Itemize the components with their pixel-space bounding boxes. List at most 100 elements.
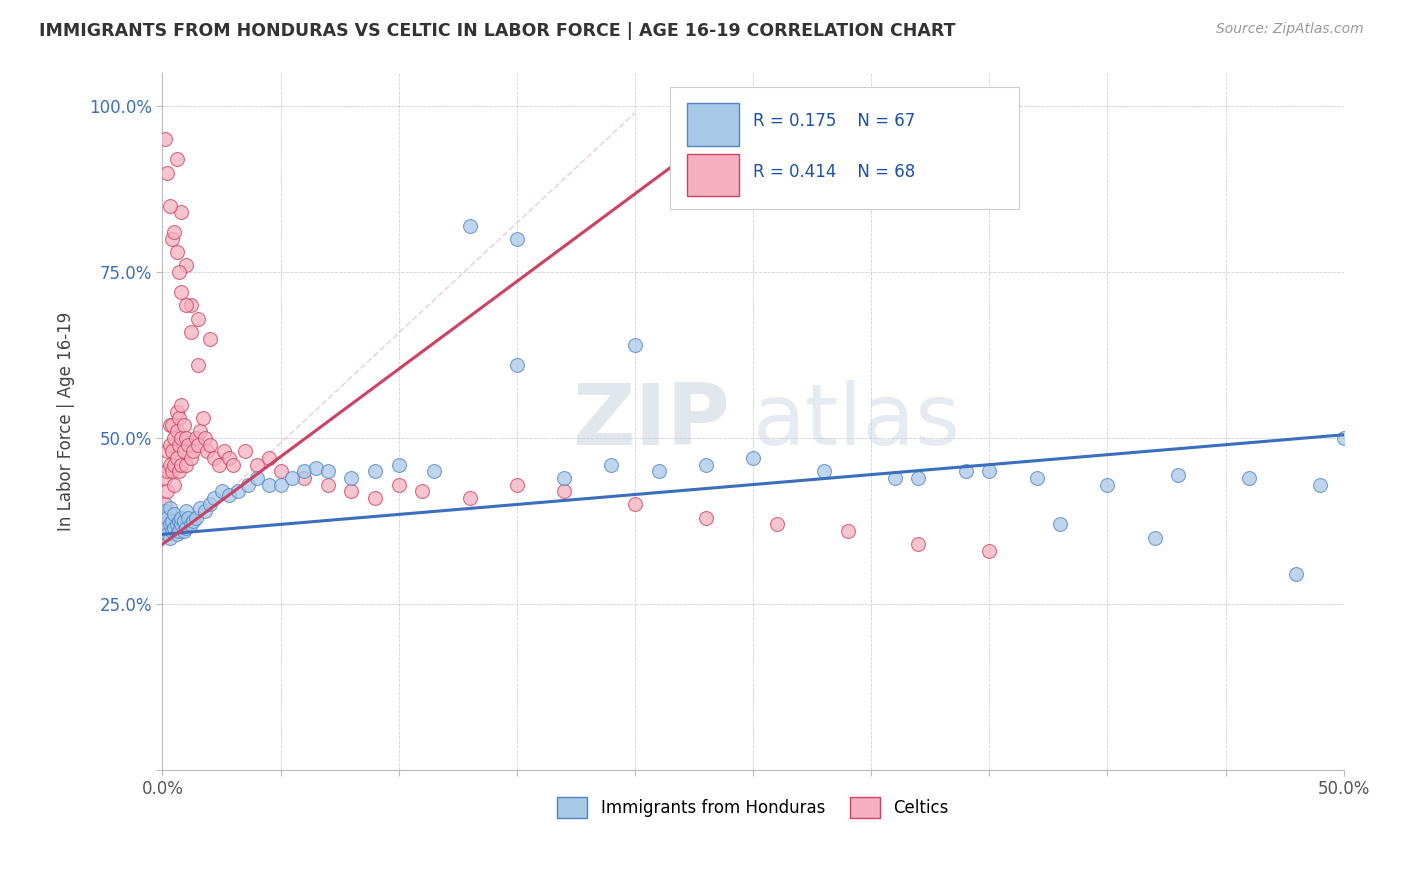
Point — [170, 510, 193, 524]
Point — [458, 219, 481, 233]
Point — [187, 438, 209, 452]
Point — [364, 491, 387, 505]
Point — [170, 285, 193, 299]
Point — [226, 484, 249, 499]
Point — [163, 521, 186, 535]
Point — [167, 514, 190, 528]
Point — [218, 487, 240, 501]
Point — [222, 458, 245, 472]
Point — [1025, 471, 1047, 485]
Point — [1309, 477, 1331, 491]
Point — [188, 500, 211, 515]
Point — [173, 524, 195, 538]
Point — [163, 458, 186, 472]
Point — [166, 245, 188, 260]
Legend: Immigrants from Honduras, Celtics: Immigrants from Honduras, Celtics — [551, 790, 956, 824]
Point — [170, 431, 193, 445]
Point — [163, 431, 186, 445]
Point — [364, 464, 387, 478]
Point — [837, 524, 859, 538]
Point — [212, 444, 235, 458]
Point — [198, 331, 221, 345]
Point — [156, 510, 179, 524]
FancyBboxPatch shape — [688, 103, 740, 145]
Point — [647, 464, 669, 478]
Point — [191, 411, 214, 425]
Point — [163, 225, 186, 239]
Point — [184, 510, 207, 524]
Point — [180, 298, 202, 312]
Point — [160, 514, 183, 528]
Point — [194, 504, 217, 518]
Point — [388, 458, 411, 472]
Point — [695, 458, 717, 472]
Point — [170, 517, 193, 532]
Point — [955, 464, 977, 478]
Point — [236, 477, 259, 491]
Point — [166, 450, 188, 465]
Point — [624, 498, 647, 512]
Point — [340, 484, 363, 499]
Point — [204, 450, 226, 465]
Point — [160, 444, 183, 458]
Point — [1285, 567, 1308, 582]
Point — [177, 438, 200, 452]
Point — [195, 444, 218, 458]
Point — [170, 398, 193, 412]
Point — [174, 504, 197, 518]
Point — [218, 450, 240, 465]
Point — [153, 132, 176, 146]
Point — [270, 464, 292, 478]
Point — [270, 477, 292, 491]
Point — [257, 450, 280, 465]
Point — [1167, 467, 1189, 482]
Point — [1097, 477, 1119, 491]
Point — [246, 471, 269, 485]
Point — [173, 417, 195, 432]
Point — [813, 464, 835, 478]
Point — [316, 477, 339, 491]
Text: atlas: atlas — [754, 380, 962, 463]
Point — [907, 471, 929, 485]
Point — [181, 514, 204, 528]
Point — [695, 510, 717, 524]
Point — [198, 438, 221, 452]
Point — [174, 431, 197, 445]
Point — [187, 311, 209, 326]
Point — [174, 458, 197, 472]
Point — [742, 450, 765, 465]
Point — [211, 484, 233, 499]
Point — [1237, 471, 1260, 485]
Point — [600, 458, 623, 472]
Point — [167, 265, 190, 279]
Point — [167, 524, 190, 538]
Point — [883, 471, 905, 485]
Point — [156, 464, 179, 478]
Point — [174, 298, 197, 312]
Point — [173, 444, 195, 458]
Point — [159, 417, 181, 432]
Point — [411, 484, 433, 499]
Point — [159, 458, 181, 472]
Point — [316, 464, 339, 478]
Point — [159, 517, 181, 532]
Point — [173, 514, 195, 528]
Point — [553, 471, 575, 485]
Point — [170, 205, 193, 219]
Point — [160, 464, 183, 478]
Point — [177, 510, 200, 524]
Point — [160, 417, 183, 432]
Point — [153, 521, 176, 535]
Point — [257, 477, 280, 491]
Point — [246, 458, 269, 472]
Text: R = 0.175    N = 67: R = 0.175 N = 67 — [754, 112, 915, 130]
Point — [156, 527, 179, 541]
Point — [506, 477, 529, 491]
Text: R = 0.414    N = 68: R = 0.414 N = 68 — [754, 163, 915, 181]
Point — [166, 153, 188, 167]
Point — [163, 508, 186, 522]
Point — [167, 464, 190, 478]
Point — [160, 524, 183, 538]
Point — [181, 444, 204, 458]
Point — [506, 232, 529, 246]
